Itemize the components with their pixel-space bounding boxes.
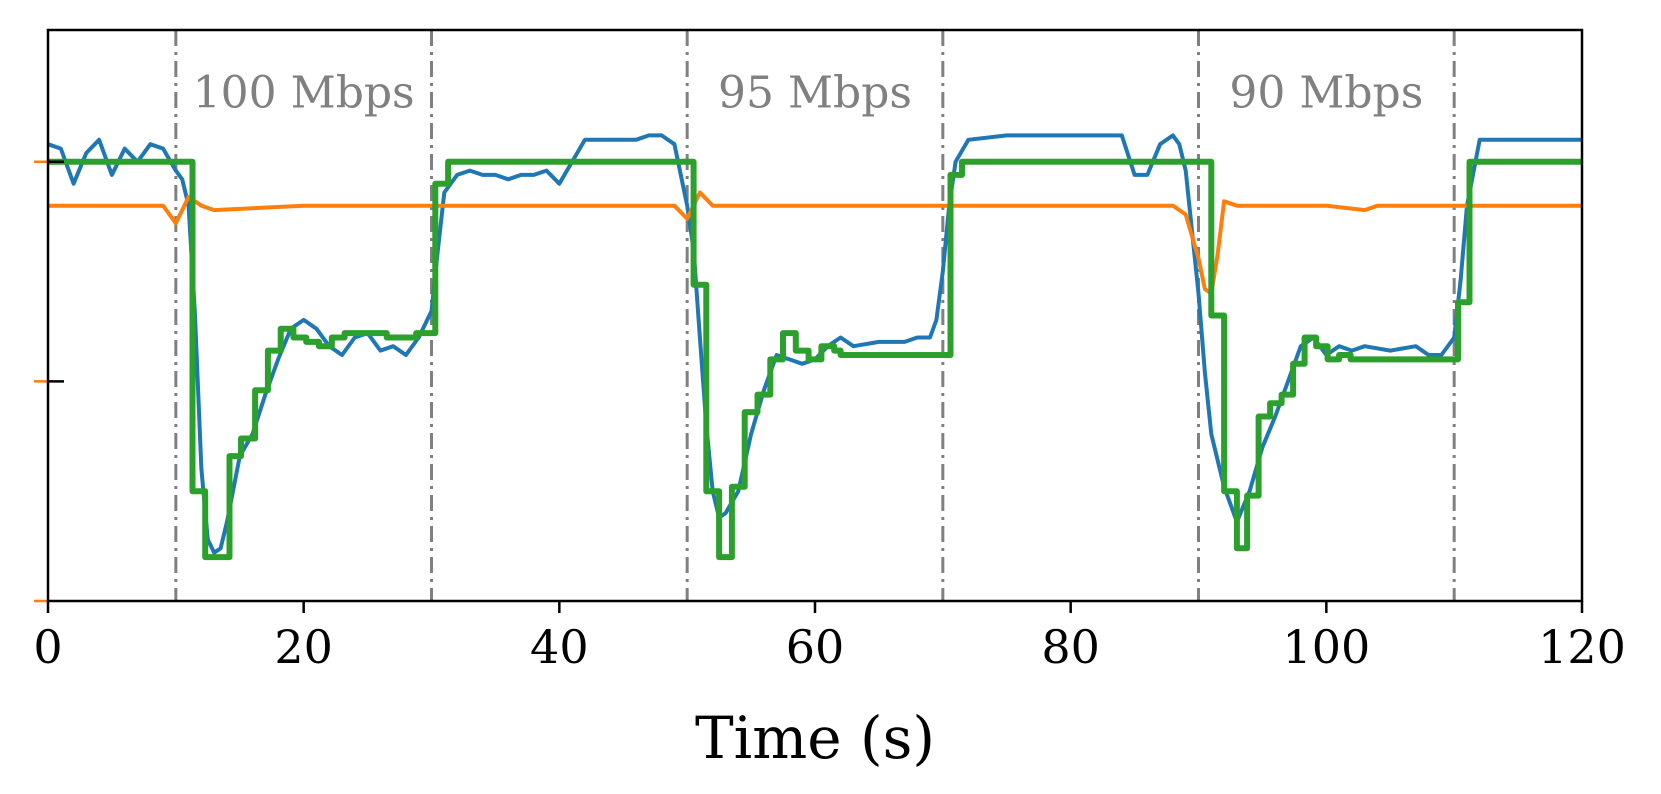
bandwidth-annotation-0: 100 Mbps [193, 67, 415, 118]
series-line-0 [48, 133, 1582, 555]
x-tick-label-6: 120 [1538, 620, 1626, 674]
bandwidth-annotation-2: 90 Mbps [1229, 67, 1423, 118]
x-axis-title: Time (s) [695, 704, 935, 772]
x-tick-label-4: 80 [1041, 620, 1100, 674]
x-tick-label-1: 20 [274, 620, 333, 674]
x-tick-label-2: 40 [530, 620, 589, 674]
bandwidth-annotation-1: 95 Mbps [718, 67, 912, 118]
series-line-2 [48, 158, 1582, 561]
plot-background [48, 30, 1582, 601]
series-line-1 [48, 190, 1582, 296]
x-tick-label-3: 60 [786, 620, 845, 674]
x-tick-label-5: 100 [1282, 620, 1370, 674]
x-tick-label-0: 0 [33, 620, 62, 674]
plot-area: 100 Mbps 95 Mbps 90 Mbps [34, 28, 1584, 603]
x-axis: 0 20 40 60 80 100 120 [33, 601, 1626, 674]
